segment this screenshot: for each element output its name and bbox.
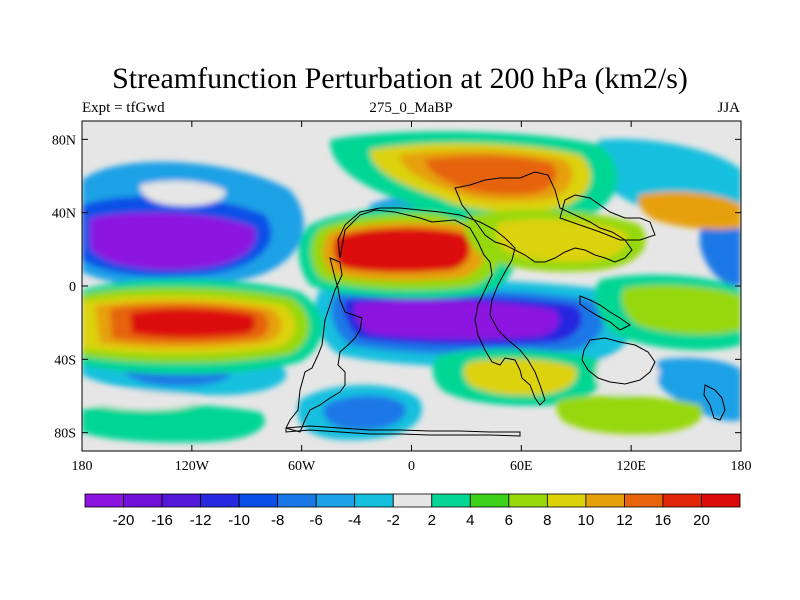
colorbar-label: 4 (466, 512, 474, 529)
season-label: JJA (717, 100, 740, 116)
indian-ocean-low-core (353, 299, 559, 340)
colorbar-label: -4 (348, 512, 361, 529)
lon-tick-label: 60W (288, 459, 316, 474)
asian-high-core (425, 155, 557, 195)
colorbar-label: 12 (616, 512, 633, 529)
lat-tick-label: 40S (54, 353, 76, 368)
colorbar-swatch (701, 493, 741, 508)
colorbar-label: -6 (310, 512, 323, 529)
africa-outline (337, 207, 546, 406)
dateline-low (700, 213, 741, 286)
colorbar-swatch (354, 493, 394, 508)
south-pacific-gap (82, 390, 201, 410)
far-east-high (638, 191, 741, 230)
maritime-continent (579, 295, 631, 331)
latitude-ticks: 80N 40N 0 40S 80S (52, 133, 741, 442)
north-pacific-gap (140, 180, 226, 206)
colorbar-label: -16 (151, 512, 173, 529)
lon-tick-label: 120E (616, 459, 646, 474)
southern-ocean-high-core (463, 358, 577, 396)
map-title: Streamfunction Perturbation at 200 hPa (… (112, 62, 688, 95)
lat-tick-label: 0 (69, 280, 76, 295)
east-asia-coast (559, 194, 656, 241)
lat-tick-label: 80N (52, 133, 76, 148)
streamfunction-field (82, 121, 741, 451)
colorbar-swatch (431, 493, 471, 508)
colorbar-label: 2 (428, 512, 436, 529)
west-pacific-high-core (621, 285, 741, 335)
period-label: 275_0_MaBP (369, 100, 453, 116)
colorbar: -20 -16 -12 -10 -8 -6 -4 -2 2 4 6 8 10 12 16 20 (84, 493, 741, 529)
colorbar-swatch (585, 493, 625, 508)
colorbar-swatch (546, 493, 587, 508)
antarctica-outline (285, 425, 521, 437)
colorbar-label: 10 (578, 512, 595, 529)
lon-tick-label: 120W (175, 459, 210, 474)
north-pacific-low-core (90, 212, 256, 270)
lon-tick-label: 180 (731, 459, 752, 474)
lon-tick-label: 180 (72, 459, 93, 474)
colorbar-swatch (161, 493, 201, 508)
colorbar-swatch (624, 493, 664, 508)
lon-tick-label: 60E (510, 459, 533, 474)
lat-tick-label: 80S (54, 427, 76, 442)
far-east-south-low (654, 358, 741, 421)
colorbar-label: -8 (271, 512, 284, 529)
experiment-label: Expt = tfGwd (82, 100, 165, 116)
antarctic-high (556, 395, 703, 435)
colorbar-swatch (84, 493, 124, 508)
colorbar-label: -12 (190, 512, 212, 529)
colorbar-label: 20 (693, 512, 710, 529)
lon-tick-label: 0 (408, 459, 415, 474)
colorbar-label: -20 (113, 512, 135, 529)
colorbar-swatch (392, 493, 433, 508)
coastline-outlines (285, 171, 726, 437)
east-pacific-southern-high (82, 403, 265, 443)
colorbar-label: -10 (228, 512, 250, 529)
colorbar-swatch (508, 493, 548, 508)
australia-outline (581, 337, 656, 385)
colorbar-label: 16 (655, 512, 672, 529)
colorbar-swatch (469, 493, 510, 508)
south-atlantic-low-core (323, 395, 406, 430)
colorbar-swatch (662, 493, 702, 508)
colorbar-swatch (315, 493, 356, 508)
colorbar-label: 8 (543, 512, 551, 529)
tropical-high-core (130, 308, 256, 338)
south-america-outline (285, 257, 363, 433)
colorbar-swatch (277, 493, 317, 508)
southeast-asia-outline (703, 384, 726, 421)
west-african-high-core (333, 227, 470, 273)
lat-tick-label: 40N (52, 207, 76, 222)
colorbar-label: -2 (387, 512, 400, 529)
colorbar-swatch (238, 493, 279, 508)
colorbar-swatch (200, 493, 240, 508)
longitude-ticks: 180 120W 60W 0 60E 120E 180 (72, 121, 752, 474)
colorbar-label: 6 (505, 512, 513, 529)
colorbar-swatch (123, 493, 163, 508)
eurasia-outline (454, 171, 633, 263)
southeast-indian-gap (596, 358, 660, 395)
